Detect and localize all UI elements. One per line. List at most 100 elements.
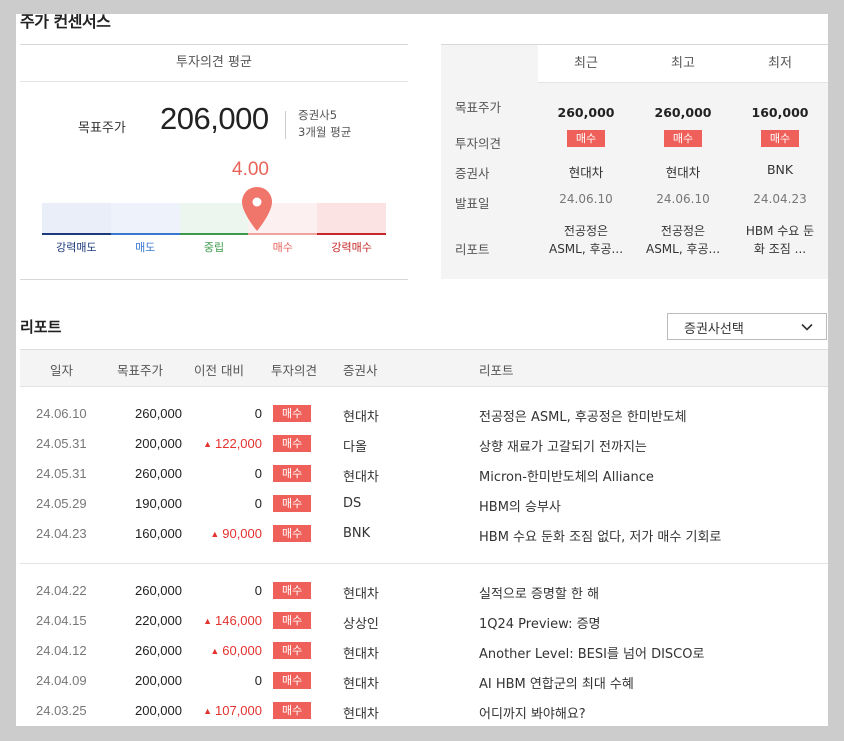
lowest-report-link[interactable]: HBM 수요 둔 화 조짐 ... [732,222,828,258]
highest-opinion: 매수 [635,130,731,147]
row-change: 90,000 [210,526,262,541]
row-change: 0 [254,496,262,511]
row-report-link[interactable]: Micron-한미반도체의 Alliance [479,470,654,485]
row-broker: BNK [343,526,371,541]
row-date: 24.05.31 [36,436,87,451]
scale-labels: 강력매도 매도 중립 매수 강력매수 [42,239,386,255]
row-label-date: 발표일 [455,196,490,211]
row-opinion: 매수 [273,612,312,629]
table-row: 24.06.10 260,000 0 매수 현대차 전공정은 ASML, 후공정은 한미반… [20,400,828,430]
th-change: 이전 대비 [194,363,244,378]
col-lowest: 최저 [768,56,792,71]
table-row: 24.03.25 200,000 107,000 매수 현대차 어디까지 봐야해요? [20,697,828,726]
row-opinion: 매수 [273,465,312,482]
opinion-badge: 매수 [273,405,312,422]
report-line: 전공정은 [660,224,706,238]
row-date: 24.03.25 [36,703,87,718]
target-price-meta: 증권사5 3개월 평균 [298,107,351,141]
opinion-badge: 매수 [273,495,312,512]
opinion-badge: 매수 [273,702,312,719]
row-report-link[interactable]: HBM 수요 둔화 조짐 없다, 저가 매수 기회로 [479,530,722,545]
opinion-badge: 매수 [760,130,800,147]
row-change: 122,000 [203,436,262,451]
row-change: 0 [254,583,262,598]
highest-broker: 현대차 [665,165,701,180]
th-target-price: 목표주가 [117,363,164,378]
row-report-link[interactable]: 상향 재료가 고갈되기 전까지는 [479,440,647,455]
scale-label-strong-sell: 강력매도 [56,241,97,254]
period-label: 3개월 평균 [298,125,352,139]
latest-report-link[interactable]: 전공정은 ASML, 후공... [538,222,634,258]
row-label-report: 리포트 [455,242,490,257]
row-change: 0 [254,406,262,421]
opinion-badge: 매수 [566,130,606,147]
row-target-price: 260,000 [135,643,182,658]
highest-report-link[interactable]: 전공정은 ASML, 후공... [635,222,731,258]
opinion-badge: 매수 [273,642,312,659]
divider [285,111,286,139]
opinion-badge: 매수 [273,465,312,482]
opinion-scale [42,203,386,235]
row-change: 0 [254,673,262,688]
scale-segment-strong-sell [42,203,111,235]
row-opinion: 매수 [273,672,312,689]
consensus-compare-table: 최근 최고 최저 목표주가 투자의견 증권사 발표일 리포트 260,000 매… [441,44,828,279]
scale-label-sell: 매도 [135,241,156,254]
row-target-price: 260,000 [135,466,182,481]
row-broker: 현대차 [343,647,379,662]
th-report: 리포트 [479,363,514,378]
report-line: HBM 수요 둔 [745,224,815,238]
row-report-link[interactable]: 1Q24 Preview: 증명 [479,617,601,632]
row-opinion: 매수 [273,702,312,719]
broker-count: 증권사5 [298,108,338,122]
latest-opinion: 매수 [538,130,634,147]
table-row: 24.04.22 260,000 0 매수 현대차 실적으로 증명할 한 해 [20,577,828,607]
opinion-badge: 매수 [273,672,312,689]
row-broker: DS [343,496,362,511]
row-broker: 현대차 [343,707,379,722]
row-report-link[interactable]: 어디까지 봐야해요? [479,707,586,722]
table-row: 24.04.15 220,000 146,000 매수 상상인 1Q24 Preview:… [20,607,828,637]
row-report-link[interactable]: 실적으로 증명할 한 해 [479,587,600,602]
consensus-average-box: 투자의견 평균 목표주가 206,000 증권사5 3개월 평균 4.00 강력… [20,44,408,280]
row-date: 24.04.09 [36,673,87,688]
row-date: 24.06.10 [36,406,87,421]
scale-label-strong-buy: 강력매수 [331,241,372,254]
table-row: 24.04.09 200,000 0 매수 현대차 AI HBM 연합군의 최대 수혜 [20,667,828,697]
chevron-down-icon [801,323,813,331]
row-broker: 현대차 [343,410,379,425]
th-date: 일자 [50,363,74,378]
broker-select[interactable]: 증권사선택 [667,313,827,340]
latest-broker: 현대차 [568,165,604,180]
table-row: 24.04.12 260,000 60,000 매수 현대차 Another Level:… [20,637,828,667]
row-change: 0 [254,466,262,481]
row-opinion: 매수 [273,435,312,452]
col-latest: 최근 [574,56,598,71]
row-report-link[interactable]: 전공정은 ASML, 후공정은 한미반도체 [479,410,687,425]
table-row: 24.04.23 160,000 90,000 매수 BNK HBM 수요 둔화 조짐 없… [20,520,828,550]
row-opinion: 매수 [273,582,312,599]
row-report-link[interactable]: Another Level: BESI를 넘어 DISCO로 [479,647,705,662]
row-opinion: 매수 [273,495,312,512]
opinion-badge: 매수 [273,612,312,629]
table-row: 24.05.31 260,000 0 매수 현대차 Micron-한미반도체의 Allia… [20,460,828,490]
group-divider [20,563,828,564]
row-target-price: 200,000 [135,673,182,688]
row-report-link[interactable]: HBM의 승부사 [479,500,561,515]
row-target-price: 190,000 [135,496,182,511]
compare-header-row [538,45,828,83]
row-broker: 다올 [343,440,367,455]
row-label-opinion: 투자의견 [455,136,502,151]
row-label-target-price: 목표주가 [455,100,502,115]
row-report-link[interactable]: AI HBM 연합군의 최대 수혜 [479,677,634,692]
reports-title: 리포트 [20,318,62,336]
row-change: 146,000 [203,613,262,628]
latest-date: 24.06.10 [559,192,613,206]
row-target-price: 160,000 [135,526,182,541]
location-pin-icon [242,187,272,231]
row-opinion: 매수 [273,642,312,659]
opinion-badge: 매수 [273,525,312,542]
table-row: 24.05.31 200,000 122,000 매수 다올 상향 재료가 고갈되기 전까… [20,430,828,460]
highest-price: 260,000 [654,105,712,120]
scale-segment-neutral [179,203,249,235]
